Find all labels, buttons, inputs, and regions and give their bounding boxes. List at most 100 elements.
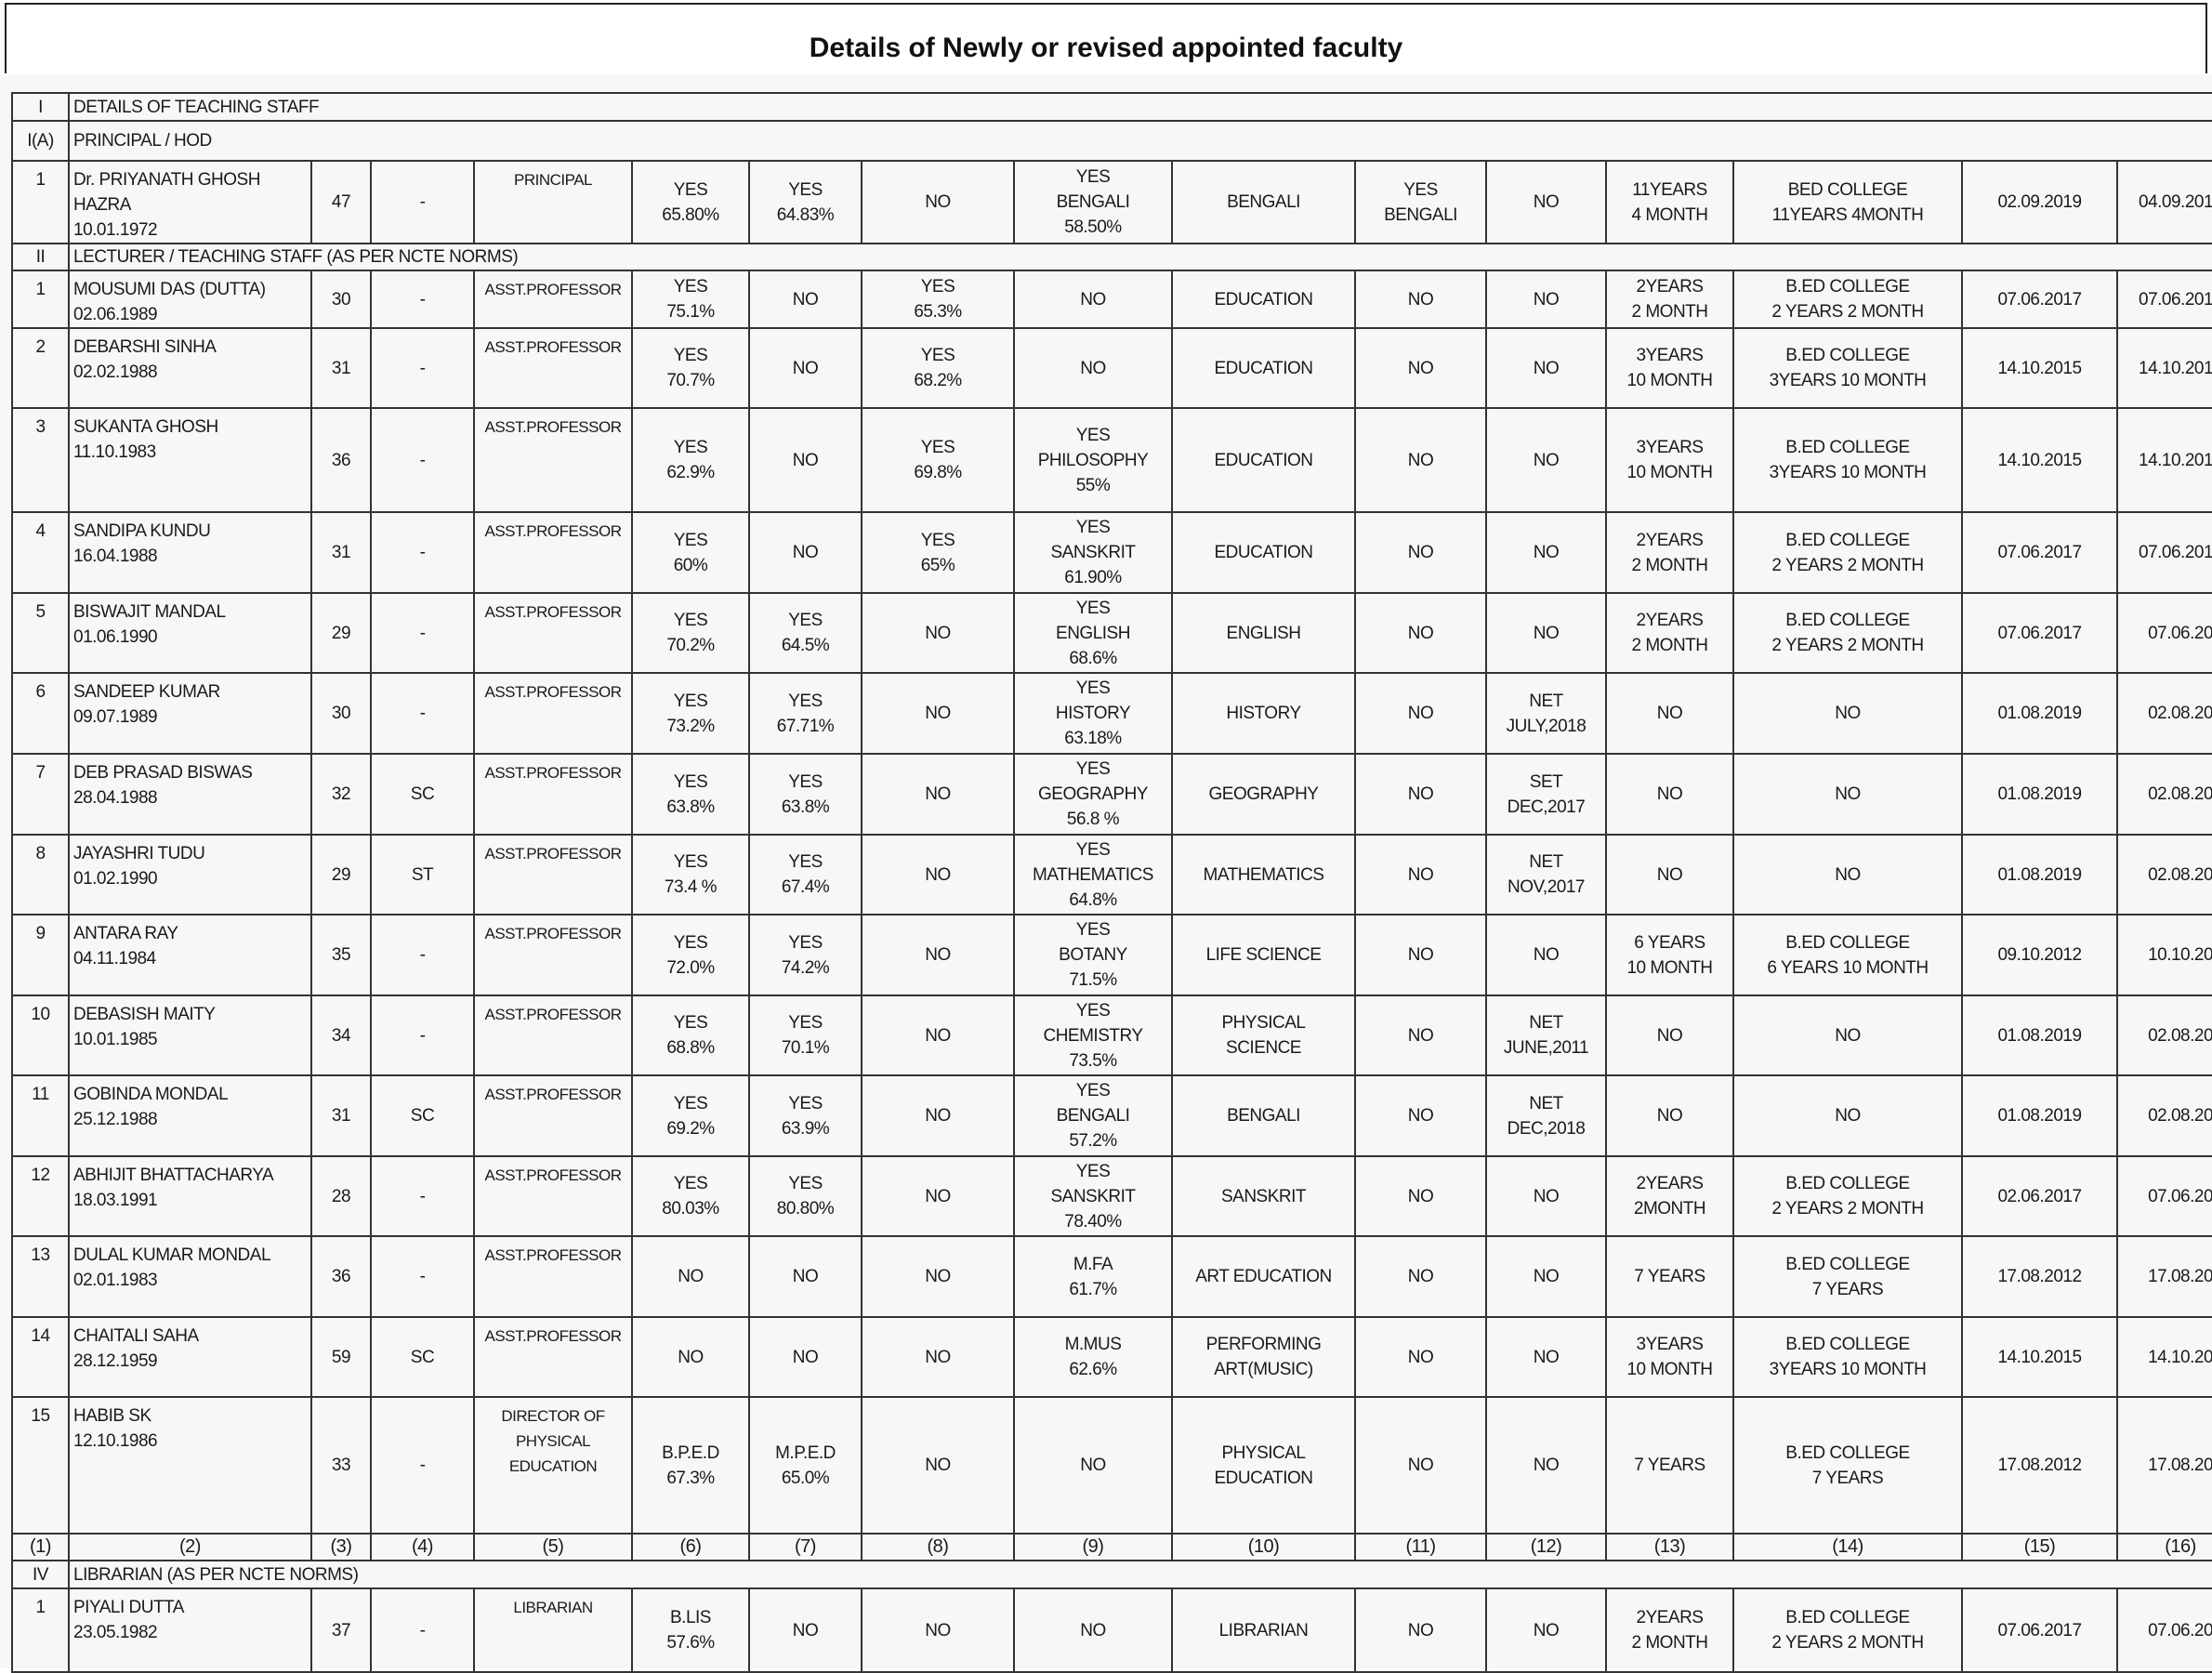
column-number: (3)	[310, 1533, 372, 1561]
table-cell: NO	[1485, 270, 1607, 329]
table-cell: 15	[11, 1396, 70, 1535]
table-cell: NO	[1485, 1396, 1607, 1535]
table-cell: 02.08.20	[2115, 834, 2212, 916]
section-label: LIBRARIAN (AS PER NCTE NORMS)	[67, 1560, 2212, 1589]
table-cell: DIRECTOR OF PHYSICAL EDUCATION	[473, 1396, 633, 1535]
section-label: LECTURER / TEACHING STAFF (AS PER NCTE N…	[67, 243, 2212, 271]
table-cell: ABHIJIT BHATTACHARYA 18.03.1991	[68, 1155, 312, 1237]
table-cell: 17.08.20	[2115, 1235, 2212, 1318]
table-cell: NO	[861, 1316, 1015, 1398]
table-cell: YES PHILOSOPHY 55%	[1013, 407, 1173, 513]
table-cell: MOUSUMI DAS (DUTTA) 02.06.1989	[68, 270, 312, 329]
table-cell: YES 62.9%	[631, 407, 750, 513]
table-cell: 1	[11, 270, 70, 329]
table-cell: LIFE SCIENCE	[1171, 914, 1356, 996]
table-cell: NO	[1354, 1316, 1487, 1398]
table-cell: B.ED COLLEGE 7 YEARS	[1732, 1396, 1963, 1535]
column-number: (6)	[631, 1533, 750, 1561]
table-cell: YES 69.2%	[631, 1074, 750, 1157]
table-cell: YES 72.0%	[631, 914, 750, 996]
table-cell: 02.08.20	[2115, 1074, 2212, 1157]
table-cell: YES 73.2%	[631, 672, 750, 755]
table-cell: NO	[1605, 1074, 1734, 1157]
table-cell: 10	[11, 995, 70, 1076]
table-cell: NO	[748, 1235, 862, 1318]
table-cell: SC	[370, 1074, 475, 1157]
table-cell: EDUCATION	[1171, 407, 1356, 513]
table-cell: 36	[310, 407, 372, 513]
table-cell: PHYSICAL EDUCATION	[1171, 1396, 1356, 1535]
table-cell: NO	[1485, 1235, 1607, 1318]
table-cell: B.ED COLLEGE 3YEARS 10 MONTH	[1732, 1316, 1963, 1398]
document-title: Details of Newly or revised appointed fa…	[809, 33, 1403, 63]
table-cell: YES 70.1%	[748, 995, 862, 1076]
table-cell: YES MATHEMATICS 64.8%	[1013, 834, 1173, 916]
table-cell: ASST.PROFESSOR	[473, 914, 633, 996]
table-row: 13 DULAL KUMAR MONDAL 02.01.1983 36- ASST.P…	[11, 1235, 2212, 1318]
table-cell: YES BENGALI	[1354, 160, 1487, 244]
table-cell: PHYSICAL SCIENCE	[1171, 995, 1356, 1076]
table-cell: 2YEARS 2 MONTH	[1605, 592, 1734, 674]
table-cell: YES 63.8%	[748, 753, 862, 836]
column-number: (12)	[1485, 1533, 1607, 1561]
section-label: PRINCIPAL / HOD	[67, 120, 2212, 162]
table-cell: YES 65%	[861, 511, 1015, 594]
table-cell: ASST.PROFESSOR	[473, 1074, 633, 1157]
table-cell: 7	[11, 753, 70, 836]
table-cell: NO	[861, 995, 1015, 1076]
table-cell: SUKANTA GHOSH 11.10.1983	[68, 407, 312, 513]
table-cell: GEOGRAPHY	[1171, 753, 1356, 836]
table-cell: 07.06.2017	[2115, 511, 2212, 594]
column-number: (8)	[861, 1533, 1015, 1561]
table-cell: -	[370, 1587, 475, 1673]
column-number: (9)	[1013, 1533, 1173, 1561]
section-row: II LECTURER / TEACHING STAFF (AS PER NCTE…	[11, 243, 2212, 271]
table-cell: 2YEARS 2 MONTH	[1605, 511, 1734, 594]
table-row: 12 ABHIJIT BHATTACHARYA 18.03.1991 28- ASST…	[11, 1155, 2212, 1237]
table-cell: 1	[11, 1587, 70, 1673]
table-row: 2 DEBARSHI SINHA 02.02.1988 31- ASST.PROFES…	[11, 327, 2212, 409]
table-cell: 28	[310, 1155, 372, 1237]
table-cell: YES 64.83%	[748, 160, 862, 244]
table-cell: NO	[1485, 407, 1607, 513]
table-cell: NO	[1354, 270, 1487, 329]
table-cell: -	[370, 511, 475, 594]
table-cell: 12	[11, 1155, 70, 1237]
table-cell: 14.10.2015	[2115, 327, 2212, 409]
table-cell: HISTORY	[1171, 672, 1356, 755]
table-cell: SANDIPA KUNDU 16.04.1988	[68, 511, 312, 594]
table-cell: NO	[861, 1235, 1015, 1318]
table-row: 6 SANDEEP KUMAR 09.07.1989 30- ASST.PROFESS…	[11, 672, 2212, 755]
table-cell: NO	[1013, 327, 1173, 409]
table-cell: SANSKRIT	[1171, 1155, 1356, 1237]
table-cell: NET NOV,2017	[1485, 834, 1607, 916]
table-cell: 02.08.20	[2115, 753, 2212, 836]
table-cell: NO	[1732, 753, 1963, 836]
table-cell: B.ED COLLEGE 2 YEARS 2 MONTH	[1732, 1155, 1963, 1237]
table-cell: YES 75.1%	[631, 270, 750, 329]
table-cell: 6 YEARS 10 MONTH	[1605, 914, 1734, 996]
table-cell: 07.06.20	[2115, 1155, 2212, 1237]
table-row: 14 CHAITALI SAHA 28.12.1959 59 SC ASST.PROFE…	[11, 1316, 2212, 1398]
table-cell: ANTARA RAY 04.11.1984	[68, 914, 312, 996]
section-number: I(A)	[11, 120, 70, 162]
table-cell: NO	[1732, 672, 1963, 755]
table-cell: 17.08.2012	[1961, 1235, 2118, 1318]
table-cell: PIYALI DUTTA 23.05.1982	[68, 1587, 312, 1673]
table-cell: NO	[1732, 1074, 1963, 1157]
table-row: 15 HABIB SK 12.10.1986 33- DIRECTOR OF PHYS…	[11, 1396, 2212, 1535]
table-cell: B.ED COLLEGE 2 YEARS 2 MONTH	[1732, 270, 1963, 329]
table-cell: 11	[11, 1074, 70, 1157]
table-cell: 6	[11, 672, 70, 755]
title-box: Details of Newly or revised appointed fa…	[5, 3, 2207, 73]
table-cell: YES BENGALI 57.2%	[1013, 1074, 1173, 1157]
table-cell: DEBARSHI SINHA 02.02.1988	[68, 327, 312, 409]
table-cell: SC	[370, 1316, 475, 1398]
table-cell: NO	[1013, 270, 1173, 329]
table-cell: 5	[11, 592, 70, 674]
table-cell: NO	[1354, 1074, 1487, 1157]
section-number: I	[11, 92, 70, 122]
table-row: 9 ANTARA RAY 04.11.1984 35- ASST.PROFESSOR Y…	[11, 914, 2212, 996]
column-number: (11)	[1354, 1533, 1487, 1561]
table-cell: 17.08.2012	[1961, 1396, 2118, 1535]
